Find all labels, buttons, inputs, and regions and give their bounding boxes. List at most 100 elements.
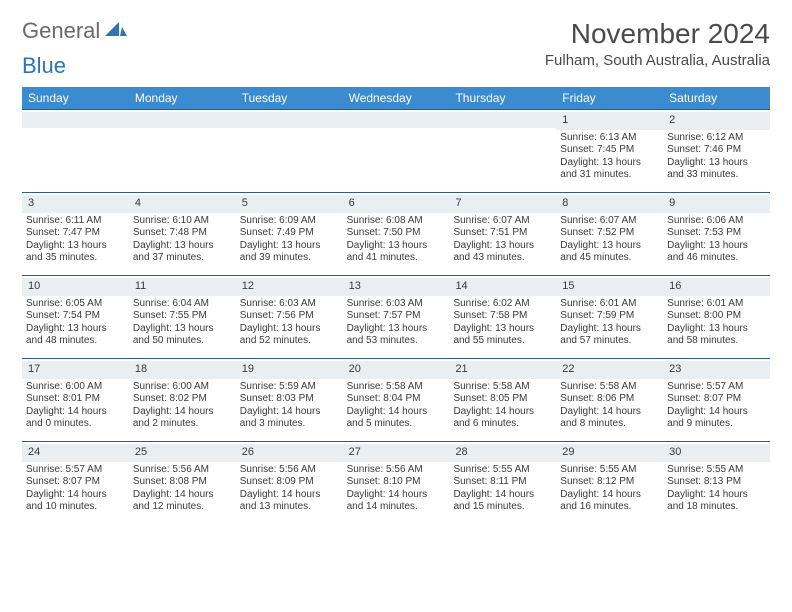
sunrise-text: Sunrise: 5:58 AM [453,381,552,394]
d2-text: and 57 minutes. [560,335,659,348]
sunrise-text: Sunrise: 6:05 AM [26,298,125,311]
day-number: 15 [556,278,663,296]
sunset-text: Sunset: 8:04 PM [347,393,446,406]
dow-wednesday: Wednesday [343,87,450,109]
day-cell: 19Sunrise: 5:59 AMSunset: 8:03 PMDayligh… [236,359,343,441]
day-number: 5 [236,195,343,213]
d2-text: and 45 minutes. [560,252,659,265]
day-number: 14 [449,278,556,296]
day-cell [343,110,450,192]
day-number: 29 [556,444,663,462]
sunset-text: Sunset: 7:45 PM [560,144,659,157]
sunrise-text: Sunrise: 6:07 AM [453,215,552,228]
day-cell: 13Sunrise: 6:03 AMSunset: 7:57 PMDayligh… [343,276,450,358]
d1-text: Daylight: 13 hours [453,323,552,336]
sunset-text: Sunset: 8:09 PM [240,476,339,489]
day-cell: 1Sunrise: 6:13 AMSunset: 7:45 PMDaylight… [556,110,663,192]
day-cell: 5Sunrise: 6:09 AMSunset: 7:49 PMDaylight… [236,193,343,275]
d1-text: Daylight: 14 hours [26,406,125,419]
d1-text: Daylight: 14 hours [133,406,232,419]
week-row: 3Sunrise: 6:11 AMSunset: 7:47 PMDaylight… [22,192,770,275]
sunset-text: Sunset: 7:49 PM [240,227,339,240]
day-cell: 27Sunrise: 5:56 AMSunset: 8:10 PMDayligh… [343,442,450,524]
sunrise-text: Sunrise: 5:58 AM [347,381,446,394]
d1-text: Daylight: 14 hours [560,406,659,419]
day-cell [22,110,129,192]
day-number: 30 [663,444,770,462]
dow-friday: Friday [556,87,663,109]
day-cell: 29 Sunrise: 5:55 AMSunset: 8:12 PMDayligh… [556,442,663,524]
sunrise-text: Sunrise: 5:55 AM [560,464,659,477]
day-cell: 12Sunrise: 6:03 AMSunset: 7:56 PMDayligh… [236,276,343,358]
sunset-text: Sunset: 8:02 PM [133,393,232,406]
sunrise-text: Sunrise: 6:00 AM [133,381,232,394]
day-number: 18 [129,361,236,379]
d2-text: and 15 minutes. [453,501,552,514]
day-number [22,112,129,128]
logo: General [22,18,129,44]
d1-text: Daylight: 13 hours [26,240,125,253]
sunset-text: Sunset: 7:48 PM [133,227,232,240]
d1-text: Daylight: 14 hours [240,406,339,419]
day-cell: 18 Sunrise: 6:00 AMSunset: 8:02 PMDayligh… [129,359,236,441]
sunrise-text: Sunrise: 5:56 AM [133,464,232,477]
d2-text: and 14 minutes. [347,501,446,514]
sunrise-text: Sunrise: 6:11 AM [26,215,125,228]
sunset-text: Sunset: 8:11 PM [453,476,552,489]
day-cell: 11Sunrise: 6:04 AMSunset: 7:55 PMDayligh… [129,276,236,358]
week-row: 1Sunrise: 6:13 AMSunset: 7:45 PMDaylight… [22,109,770,192]
d2-text: and 16 minutes. [560,501,659,514]
day-number: 23 [663,361,770,379]
sunrise-text: Sunrise: 6:01 AM [667,298,766,311]
day-cell [236,110,343,192]
day-number: 28 [449,444,556,462]
sunrise-text: Sunrise: 5:57 AM [667,381,766,394]
sunset-text: Sunset: 7:50 PM [347,227,446,240]
day-cell: 15Sunrise: 6:01 AMSunset: 7:59 PMDayligh… [556,276,663,358]
d2-text: and 43 minutes. [453,252,552,265]
day-cell: 2Sunrise: 6:12 AMSunset: 7:46 PMDaylight… [663,110,770,192]
day-number: 7 [449,195,556,213]
dow-thursday: Thursday [449,87,556,109]
sunset-text: Sunset: 8:00 PM [667,310,766,323]
sunset-text: Sunset: 8:05 PM [453,393,552,406]
d2-text: and 58 minutes. [667,335,766,348]
d2-text: and 41 minutes. [347,252,446,265]
d1-text: Daylight: 13 hours [26,323,125,336]
day-number: 2 [663,112,770,130]
sunset-text: Sunset: 8:03 PM [240,393,339,406]
d2-text: and 2 minutes. [133,418,232,431]
day-cell: 4Sunrise: 6:10 AMSunset: 7:48 PMDaylight… [129,193,236,275]
d2-text: and 35 minutes. [26,252,125,265]
logo-text-1: General [22,18,100,44]
sunrise-text: Sunrise: 6:10 AM [133,215,232,228]
d1-text: Daylight: 14 hours [347,489,446,502]
sunrise-text: Sunrise: 6:13 AM [560,132,659,145]
sunset-text: Sunset: 7:47 PM [26,227,125,240]
day-number: 10 [22,278,129,296]
sunset-text: Sunset: 8:12 PM [560,476,659,489]
location: Fulham, South Australia, Australia [545,52,770,69]
sunrise-text: Sunrise: 5:57 AM [26,464,125,477]
sunset-text: Sunset: 7:59 PM [560,310,659,323]
d1-text: Daylight: 14 hours [453,489,552,502]
d1-text: Daylight: 14 hours [560,489,659,502]
day-cell: 22Sunrise: 5:58 AMSunset: 8:06 PMDayligh… [556,359,663,441]
day-cell [449,110,556,192]
sunrise-text: Sunrise: 6:07 AM [560,215,659,228]
day-cell: 8Sunrise: 6:07 AMSunset: 7:52 PMDaylight… [556,193,663,275]
logo-text-2: Blue [22,53,66,79]
day-cell: 26Sunrise: 5:56 AMSunset: 8:09 PMDayligh… [236,442,343,524]
day-number: 17 [22,361,129,379]
week-row: 17Sunrise: 6:00 AMSunset: 8:01 PMDayligh… [22,358,770,441]
sunset-text: Sunset: 8:07 PM [667,393,766,406]
calendar-page: General November 2024 Fulham, South Aust… [0,0,792,524]
sunrise-text: Sunrise: 6:01 AM [560,298,659,311]
sunset-text: Sunset: 7:57 PM [347,310,446,323]
day-cell: 21Sunrise: 5:58 AMSunset: 8:05 PMDayligh… [449,359,556,441]
sunset-text: Sunset: 8:10 PM [347,476,446,489]
sunrise-text: Sunrise: 6:04 AM [133,298,232,311]
day-cell: 17Sunrise: 6:00 AMSunset: 8:01 PMDayligh… [22,359,129,441]
day-number: 21 [449,361,556,379]
sunrise-text: Sunrise: 6:12 AM [667,132,766,145]
